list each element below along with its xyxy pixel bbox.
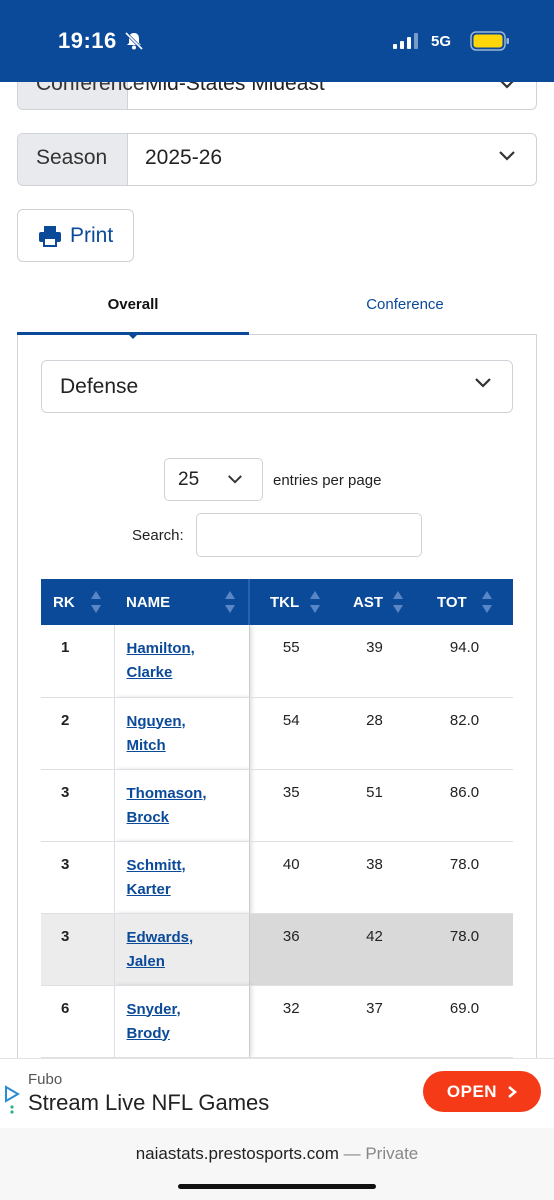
url-display[interactable]: naiastats.prestosports.com — Private — [0, 1144, 554, 1164]
column-header-tot[interactable]: TOT — [416, 579, 513, 625]
tkl-cell: 32 — [249, 985, 333, 1058]
player-link[interactable]: Schmitt, Karter — [126, 856, 186, 898]
chevron-down-icon — [499, 79, 515, 89]
table-row: 3 Thomason, Brock 35 51 86.0 — [41, 769, 513, 842]
ad-banner[interactable]: Fubo Stream Live NFL Games OPEN — [0, 1058, 554, 1128]
season-label: Season — [18, 134, 128, 185]
column-header-name[interactable]: NAME — [114, 579, 250, 625]
rank-cell: 3 — [41, 913, 114, 986]
chevron-down-icon — [475, 378, 491, 388]
ast-cell: 51 — [333, 769, 416, 842]
name-cell: Hamilton, Clarke — [113, 625, 250, 698]
player-link[interactable]: Nguyen, Mitch — [126, 712, 186, 754]
active-tab-indicator — [17, 332, 249, 335]
tkl-cell: 35 — [249, 769, 333, 842]
print-button[interactable]: Print — [17, 209, 134, 262]
url-host: naiastats.prestosports.com — [135, 1144, 339, 1163]
chevron-right-icon — [508, 1085, 518, 1098]
home-indicator[interactable] — [178, 1184, 376, 1189]
ad-open-button[interactable]: OPEN — [423, 1071, 541, 1112]
player-link[interactable]: Hamilton, Clarke — [126, 640, 195, 681]
player-link[interactable]: Snyder, Brody — [126, 1000, 181, 1042]
entries-value: 25 — [178, 469, 200, 490]
rank-cell: 3 — [41, 841, 114, 914]
sort-icon — [91, 591, 101, 613]
rank-cell: 2 — [41, 697, 114, 770]
column-header-rk[interactable]: RK — [41, 579, 114, 625]
tot-cell: 94.0 — [416, 625, 513, 698]
ad-open-label: OPEN — [446, 1081, 498, 1101]
ad-brand: Fubo — [28, 1071, 63, 1088]
browser-url-bar[interactable]: naiastats.prestosports.com — Private — [0, 1128, 554, 1200]
table-header-row: RK NAME TKL AST TOT — [41, 579, 513, 625]
tot-cell: 86.0 — [416, 769, 513, 842]
name-cell: Snyder, Brody — [113, 985, 250, 1058]
bell-muted-icon — [124, 31, 144, 51]
tab-conference[interactable]: Conference — [366, 296, 444, 313]
ad-choices-icon[interactable] — [4, 1085, 20, 1115]
battery-icon — [470, 31, 509, 51]
ast-cell: 28 — [333, 697, 416, 770]
tkl-cell: 36 — [249, 913, 333, 986]
chevron-down-icon — [228, 475, 242, 484]
tot-cell: 78.0 — [416, 841, 513, 914]
entries-label: entries per page — [273, 472, 382, 489]
table-row-highlighted: 3 Edwards, Jalen 36 42 78.0 — [41, 913, 513, 986]
network-type: 5G — [431, 33, 452, 50]
search-input[interactable] — [196, 513, 422, 557]
ast-cell: 37 — [333, 985, 416, 1058]
entries-per-page-select[interactable]: 25 — [164, 458, 263, 501]
name-cell: Nguyen, Mitch — [113, 697, 250, 770]
ad-title: Stream Live NFL Games — [28, 1090, 270, 1115]
sort-icon — [482, 591, 492, 613]
ast-cell: 39 — [333, 625, 416, 698]
table-row: 6 Snyder, Brody 32 37 69.0 — [41, 985, 513, 1058]
chevron-down-icon — [499, 151, 515, 161]
season-value: 2025-26 — [145, 146, 223, 169]
tot-cell: 69.0 — [416, 985, 513, 1058]
search-label: Search: — [132, 527, 184, 544]
stat-category-value: Defense — [60, 375, 139, 398]
column-header-tkl[interactable]: TKL — [249, 579, 333, 625]
sort-icon — [225, 591, 235, 613]
tkl-cell: 55 — [249, 625, 333, 698]
cellular-signal-icon — [393, 33, 418, 49]
active-tab-caret — [128, 334, 138, 339]
sort-icon — [310, 591, 320, 613]
table-row: 1 Hamilton, Clarke 55 39 94.0 — [41, 625, 513, 698]
tkl-cell: 54 — [249, 697, 333, 770]
rank-cell: 1 — [41, 625, 114, 698]
tkl-cell: 40 — [249, 841, 333, 914]
printer-icon — [39, 225, 61, 247]
season-select[interactable]: Season 2025-26 — [17, 133, 537, 186]
stats-panel — [17, 335, 537, 1075]
status-bar: 19:16 5G — [0, 0, 554, 82]
stat-category-select[interactable]: Defense — [41, 360, 513, 413]
url-separator: — — [343, 1144, 361, 1163]
name-cell: Edwards, Jalen — [113, 913, 250, 986]
rank-cell: 6 — [41, 985, 114, 1058]
print-label: Print — [70, 223, 114, 247]
name-cell: Thomason, Brock — [113, 769, 250, 842]
status-time: 19:16 — [58, 28, 117, 53]
table-row: 3 Schmitt, Karter 40 38 78.0 — [41, 841, 513, 914]
sort-icon — [393, 591, 403, 613]
table-row: 2 Nguyen, Mitch 54 28 82.0 — [41, 697, 513, 770]
column-header-ast[interactable]: AST — [333, 579, 416, 625]
tab-divider — [249, 334, 537, 335]
name-cell: Schmitt, Karter — [113, 841, 250, 914]
ast-cell: 42 — [333, 913, 416, 986]
tab-overall[interactable]: Overall — [107, 296, 159, 313]
ast-cell: 38 — [333, 841, 416, 914]
rank-cell: 3 — [41, 769, 114, 842]
tot-cell: 78.0 — [416, 913, 513, 986]
private-mode-label: Private — [365, 1144, 419, 1163]
player-link[interactable]: Thomason, Brock — [126, 784, 207, 826]
player-link[interactable]: Edwards, Jalen — [126, 928, 194, 970]
defense-stats-table: RK NAME TKL AST TOT 1 Hamilton, Clarke 55… — [41, 579, 513, 1058]
tot-cell: 82.0 — [416, 697, 513, 770]
